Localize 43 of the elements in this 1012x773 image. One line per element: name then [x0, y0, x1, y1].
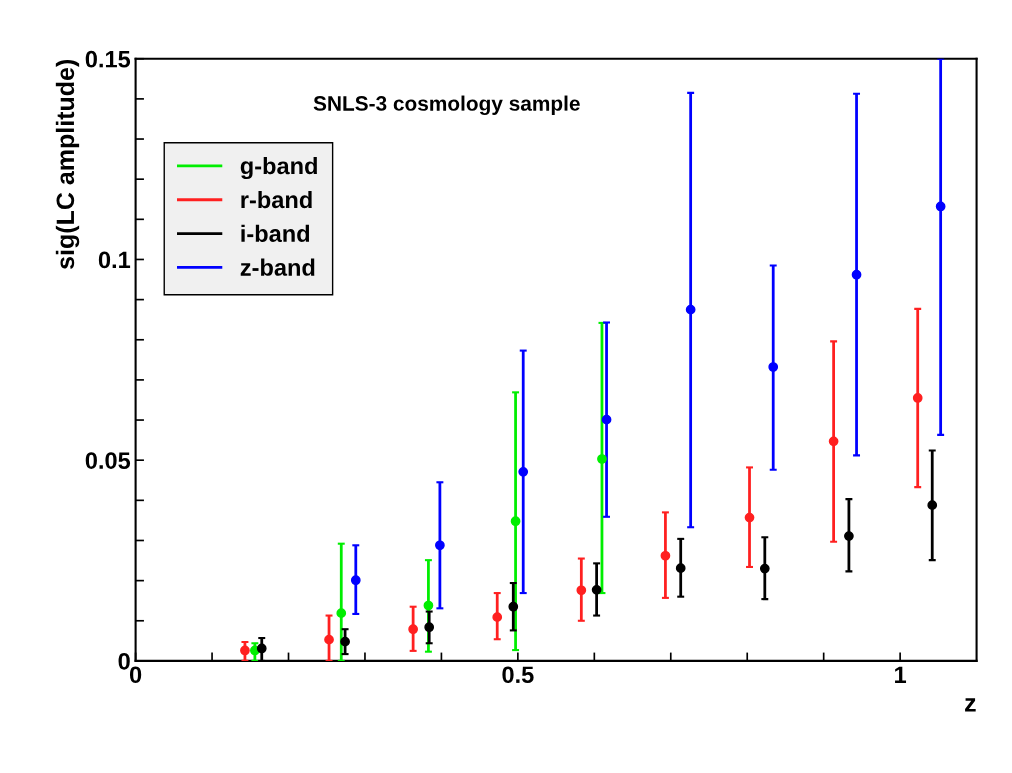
point — [510, 516, 521, 527]
x-tick-label: 0.5 — [502, 666, 534, 684]
point — [935, 201, 946, 212]
point — [591, 584, 602, 595]
x-tick-label: 0 — [129, 666, 142, 684]
point — [685, 304, 696, 315]
y-tick-label: 0 — [118, 652, 130, 670]
point — [492, 612, 503, 623]
point — [768, 362, 779, 372]
point — [508, 601, 519, 612]
y-tick-label: 0.1 — [98, 251, 131, 269]
point — [336, 608, 347, 619]
legend-label: i-band — [241, 224, 310, 243]
point — [851, 269, 862, 280]
legend-label: g-band — [240, 156, 317, 180]
text: SNLS-3 cosmology sample — [313, 95, 580, 116]
legend-label: r-band — [241, 190, 312, 209]
point — [759, 563, 770, 574]
point — [912, 393, 923, 403]
point — [518, 466, 529, 477]
point — [828, 436, 839, 447]
y-tick-label: 0.15 — [85, 50, 131, 68]
point — [597, 454, 607, 464]
point — [927, 500, 938, 511]
point — [675, 563, 686, 574]
y-tick-label: 0.05 — [85, 452, 131, 469]
point — [576, 585, 587, 596]
point — [340, 636, 350, 647]
point — [844, 531, 854, 541]
point — [435, 540, 445, 551]
point — [324, 634, 334, 645]
point — [424, 622, 435, 633]
point — [240, 645, 250, 656]
point — [408, 624, 418, 635]
point — [256, 643, 267, 654]
x-tick-label: 1 — [895, 666, 907, 683]
x-axis-title: z — [965, 698, 976, 712]
point — [350, 575, 361, 586]
point — [660, 550, 671, 561]
point — [744, 512, 755, 523]
y-axis-title: sig(LC amplitude) — [55, 59, 80, 269]
point — [601, 414, 612, 425]
legend-label: z-band — [240, 258, 315, 276]
